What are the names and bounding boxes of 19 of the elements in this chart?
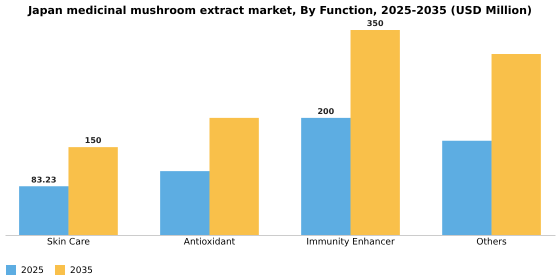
bar [492,54,541,235]
data-label: 200 [317,106,335,116]
bar [68,147,118,235]
bar [442,140,492,235]
x-tick-label: Others [476,238,507,248]
data-label: 350 [366,19,384,28]
bar [350,30,400,235]
chart-title: Japan medicinal mushroom extract market, By Function, 2025-2035 (USD Million) [27,4,532,17]
bar [209,118,259,235]
data-label: 83.23 [31,175,56,184]
x-tick-label: Antioxidant [184,238,236,248]
x-tick-label: Immunity Enhancer [306,238,395,248]
x-tick-label: Skin Care [47,238,90,248]
legend-label: 2035 [70,266,93,276]
bar [160,171,210,235]
legend-label: 2025 [21,266,44,276]
bar [19,186,68,235]
bar [301,118,351,235]
data-label: 150 [84,136,102,146]
